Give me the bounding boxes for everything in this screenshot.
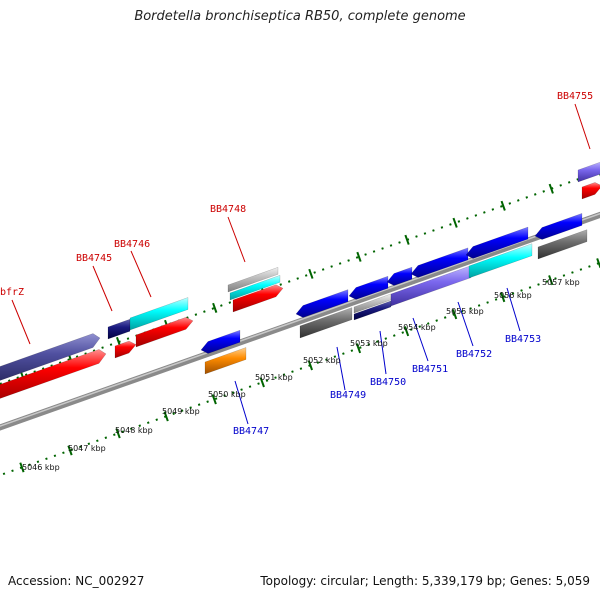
major-tick (67, 445, 73, 456)
major-tick (308, 268, 314, 279)
gene-label-bfrz: bfrZ (0, 287, 24, 298)
BB4755-feature-b (581, 182, 600, 200)
BB4749-feature-a (295, 289, 349, 318)
major-tick (500, 292, 506, 303)
bfrZ-feature (0, 333, 101, 381)
BB4748-feature-c (232, 284, 284, 313)
BB4747-feature-a (200, 329, 241, 354)
BB4752-callout (457, 301, 474, 347)
gene-features (0, 161, 600, 399)
BB4750-callout (379, 330, 387, 375)
BB4751-callout (412, 317, 429, 362)
major-tick (211, 394, 217, 405)
major-tick (355, 343, 362, 354)
major-tick (163, 411, 169, 422)
backbone-highlight (0, 150, 600, 486)
BB4753-feature-a (465, 226, 529, 259)
major-tick (259, 377, 265, 388)
position-label: 5057 kbp (542, 278, 580, 287)
gene-label-bb4745: BB4745 (76, 253, 112, 264)
position-label: 5049 kbp (162, 407, 200, 416)
BB4754-feature-a (534, 213, 583, 240)
BB4747-feature-b (204, 347, 247, 375)
BB4749-callout (336, 346, 346, 391)
major-tick (404, 234, 410, 245)
BB4745-feature-a (107, 318, 131, 340)
map-title: Bordetella bronchiseptica RB50, complete… (134, 9, 466, 24)
gene-label-bb4748: BB4748 (210, 204, 246, 215)
BB4754-feature-b (537, 229, 588, 260)
BB4745-feature-c (114, 340, 137, 359)
major-tick (500, 200, 506, 211)
gene-label-bb4750: BB4750 (370, 377, 406, 388)
BB4748-feature-a (227, 266, 279, 293)
bfrZ-feature-b (0, 349, 107, 399)
gene-label-bb4749: BB4749 (330, 390, 366, 401)
position-label: 5055 kbp (446, 307, 484, 316)
BB4753-callout (506, 287, 521, 332)
BB4745-feature-b (129, 297, 189, 331)
position-label: 5056 kbp (494, 291, 532, 300)
bfrZ-callout (11, 299, 31, 345)
BB4751-feature-a (386, 266, 413, 286)
BB4749-feature-b (299, 307, 353, 339)
major-tick (115, 428, 121, 439)
position-label: 5053 kbp (350, 339, 388, 348)
BB4747-callout (234, 380, 249, 425)
position-label: 5051 kbp (255, 373, 293, 382)
position-label: 5054 kbp (398, 323, 436, 332)
position-label: 5050 kbp (208, 390, 246, 399)
position-labels: 5046 kbp 5047 kbp 5048 kbp 5049 kbp 5050 kbp… (22, 278, 580, 472)
major-tick (307, 360, 313, 371)
BB4750-feature-c (353, 300, 392, 321)
position-label: 5047 kbp (68, 444, 106, 453)
gene-label-bb4752: BB4752 (456, 349, 492, 360)
BB4755-callout (574, 103, 591, 150)
major-tick (356, 251, 362, 262)
major-tick (212, 302, 218, 313)
accession-label: Accession: NC_002927 (8, 574, 145, 588)
gene-label-bb4755: BB4755 (557, 91, 593, 102)
major-tick (451, 309, 458, 320)
gene-label-bb4753: BB4753 (505, 334, 541, 345)
BB4750-feature-a (348, 275, 389, 300)
gene-label-bb4747: BB4747 (233, 426, 269, 437)
position-label: 5046 kbp (22, 463, 60, 472)
backbone-line (0, 149, 600, 489)
major-tick (548, 275, 554, 286)
BB4745-callout (92, 265, 113, 312)
gene-label-bb4746: BB4746 (114, 239, 150, 250)
BB4752-feature-b (390, 265, 472, 307)
position-label: 5052 kbp (303, 356, 341, 365)
BB4748-callout (227, 216, 246, 263)
BB4755-feature-a (577, 161, 600, 183)
gene-callouts (11, 103, 591, 425)
BB4746-feature (135, 317, 194, 348)
BB4748-feature-b (229, 274, 281, 301)
major-tick (19, 462, 25, 473)
BB4746-callout (130, 250, 152, 298)
position-label: 5048 kbp (115, 426, 153, 435)
major-tick (452, 217, 458, 228)
major-tick (548, 183, 554, 194)
genome-summary: Topology: circular; Length: 5,339,179 bp… (260, 574, 590, 588)
BB4753-feature-b (468, 243, 533, 279)
major-tick (403, 326, 410, 337)
BB4752-feature-a (410, 247, 469, 278)
gene-label-bb4751: BB4751 (412, 364, 448, 375)
